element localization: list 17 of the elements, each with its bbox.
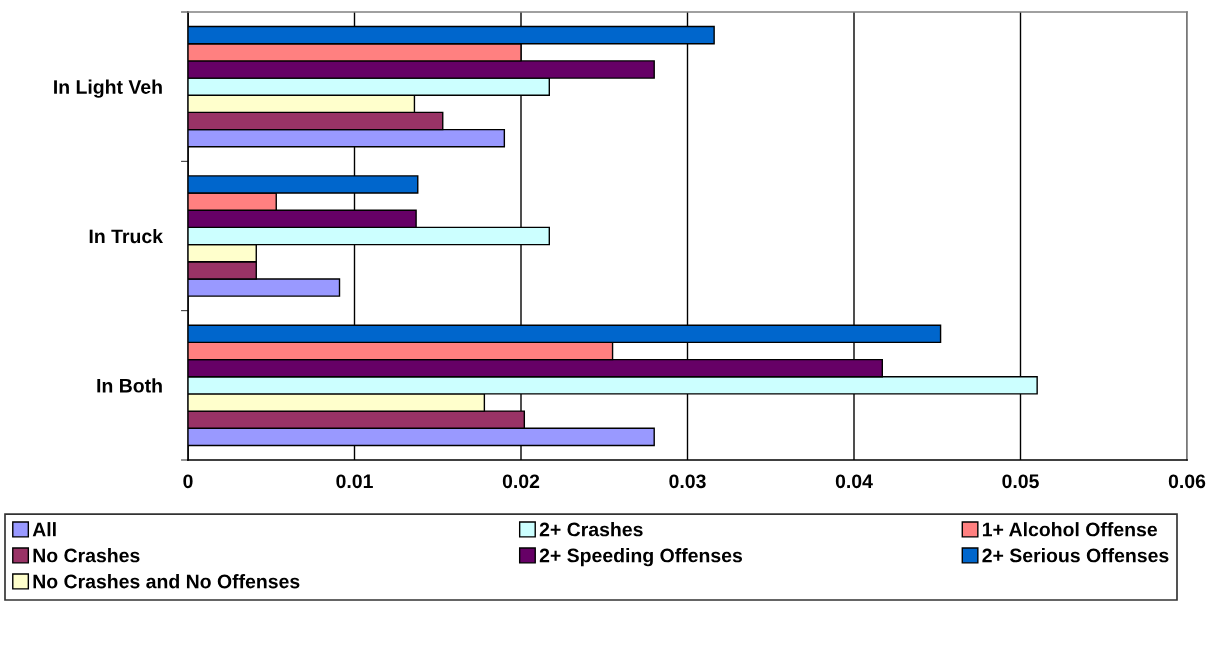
legend-label: All (32, 522, 56, 537)
x-tick-label: 0 (183, 474, 193, 489)
legend-label: 2+ Speeding Offenses (539, 548, 743, 567)
x-tick-label: 0.02 (502, 474, 540, 489)
x-tick-label: 0.04 (835, 474, 873, 489)
legend-label: 2+ Crashes (539, 522, 643, 537)
legend-label: 1+ Alcohol Offense (982, 522, 1157, 537)
legend-label: No Crashes and No Offenses (33, 574, 300, 589)
x-tick-label: 0.01 (336, 474, 373, 489)
x-tick-label: 0.03 (669, 474, 706, 489)
legend-label: 2+ Serious Offenses (982, 548, 1169, 563)
x-tick-label: 0.06 (1168, 474, 1206, 489)
y-tick-label: In Both (97, 378, 162, 393)
legend-label: No Crashes (33, 548, 140, 563)
x-tick-label: 0.05 (1002, 474, 1039, 489)
y-tick-label: In Light Veh (54, 79, 162, 98)
y-tick-label: In Truck (89, 228, 164, 244)
